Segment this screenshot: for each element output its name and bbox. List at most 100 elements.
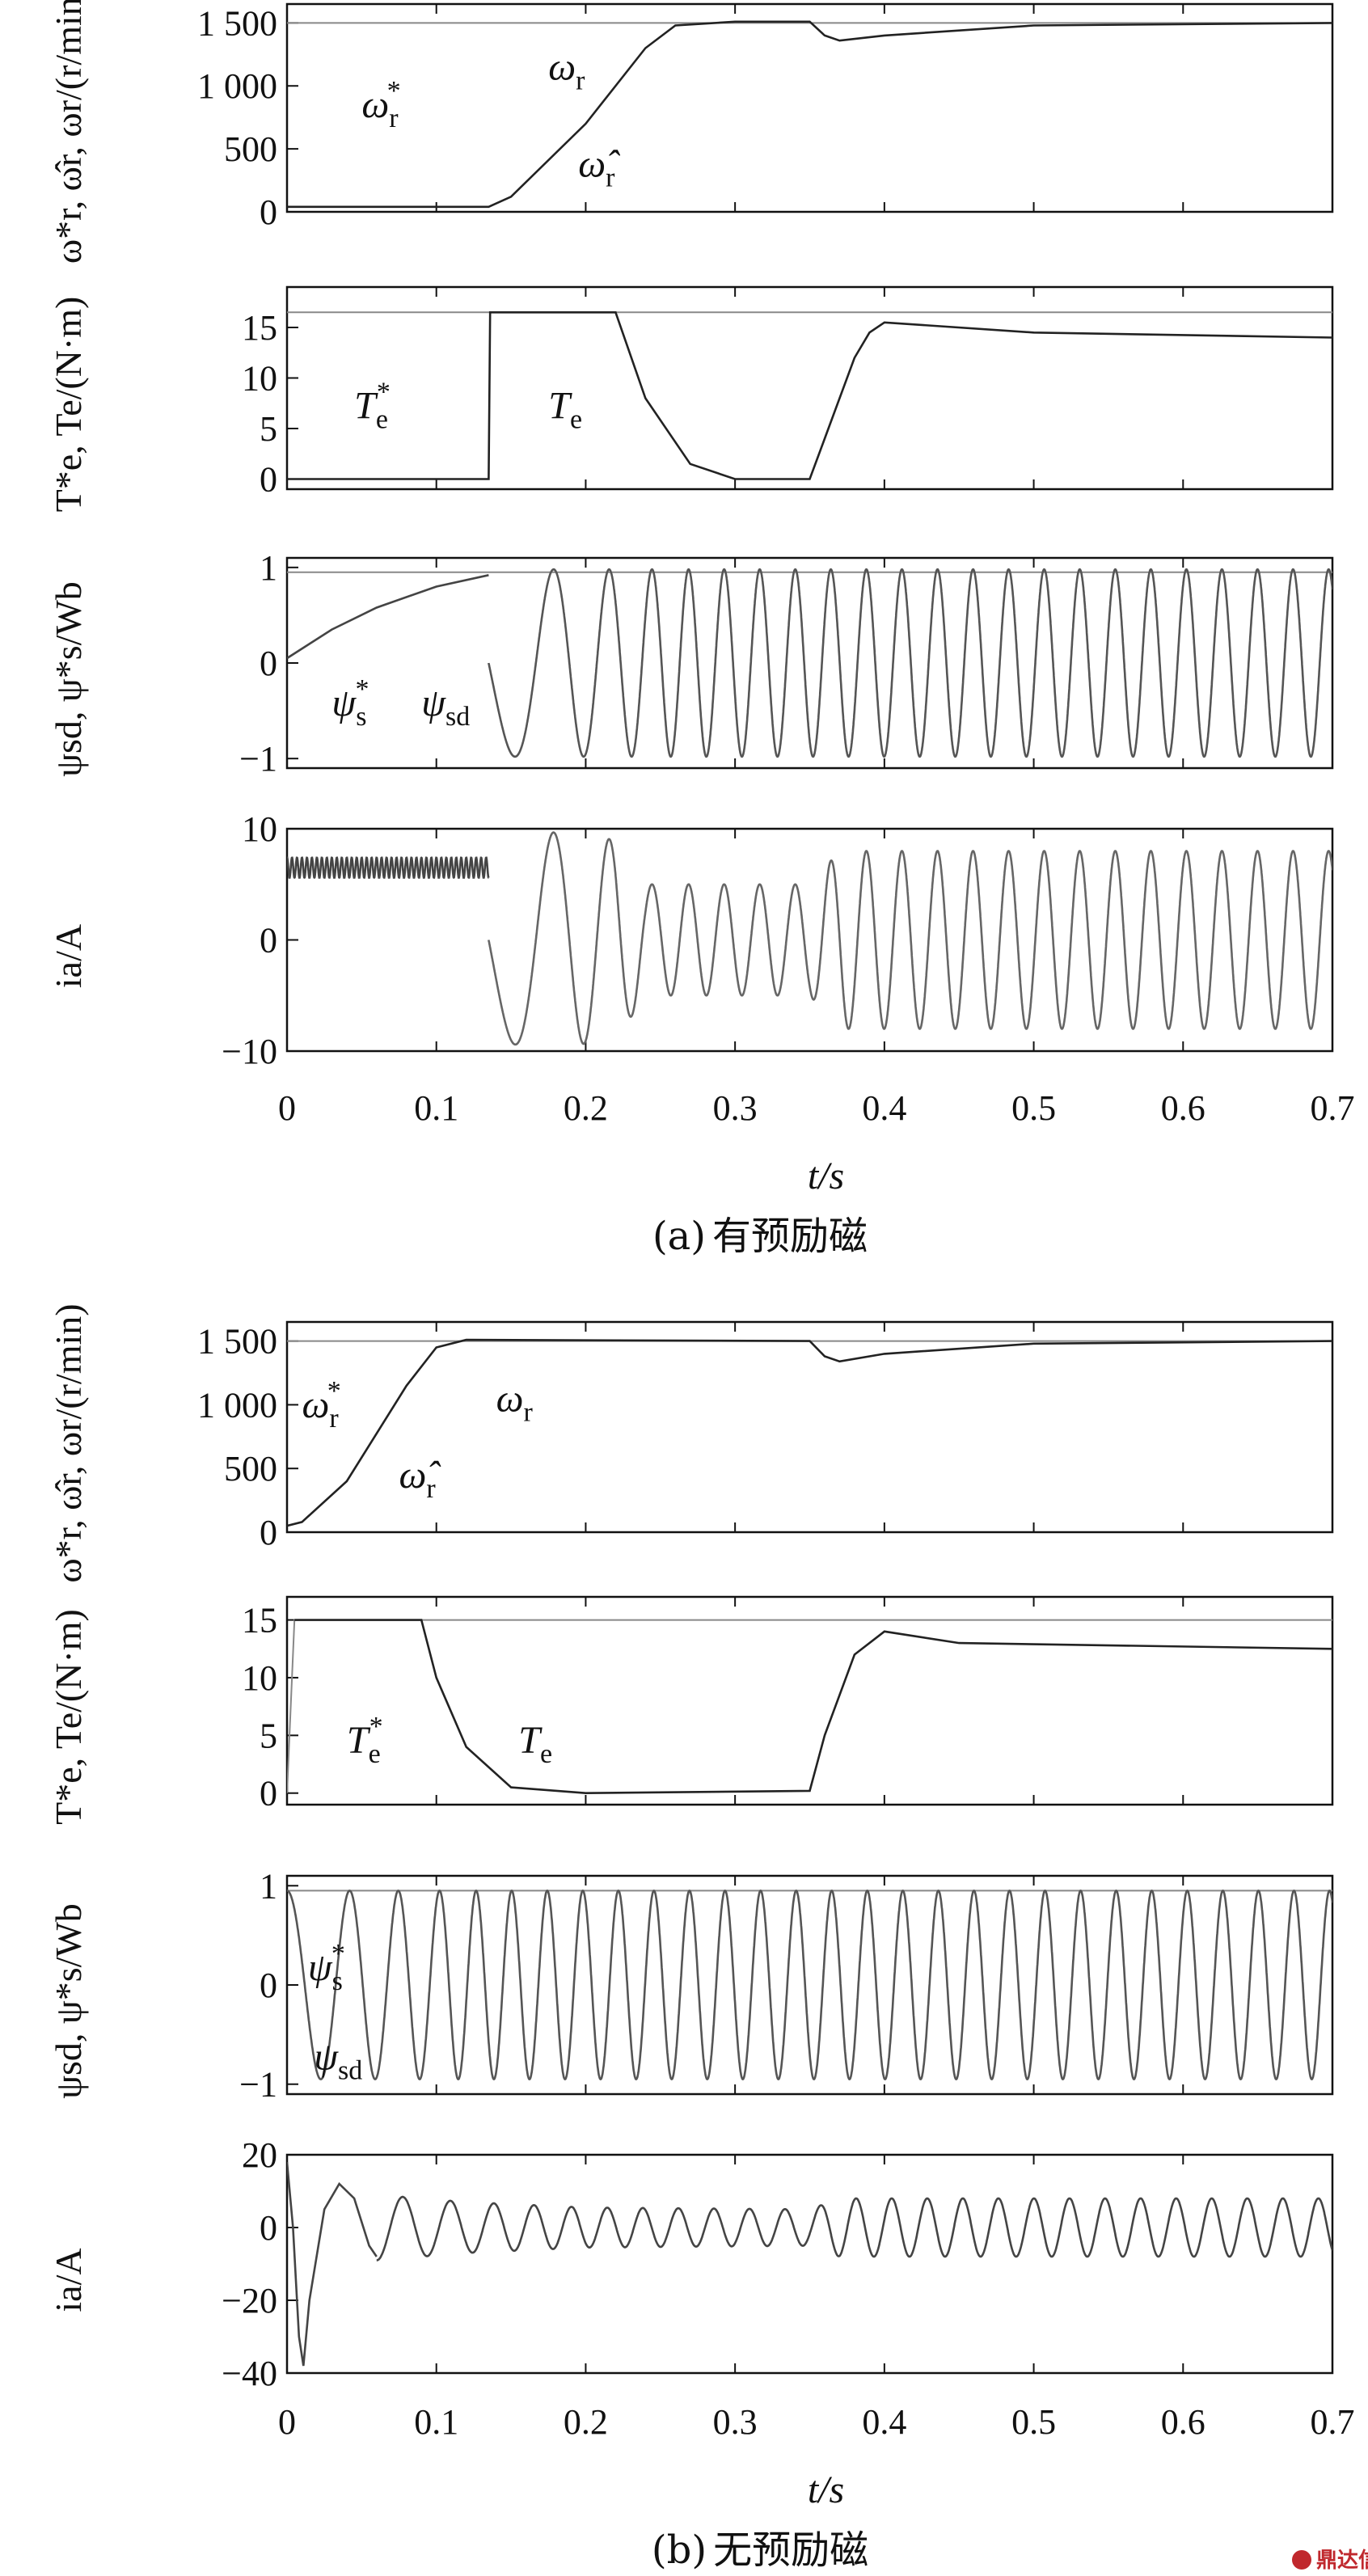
y-tick-label: 1 <box>260 548 277 588</box>
series-osc-line <box>488 831 1332 1046</box>
x-tick-label: 0.2 <box>564 1088 608 1128</box>
series-group <box>287 2161 1332 2367</box>
plot-frame <box>285 2 1334 213</box>
y-tick-label: 1 500 <box>197 3 277 43</box>
x-tick-label: 0 <box>278 1088 296 1128</box>
y-tick-label: 1 500 <box>197 1322 277 1362</box>
series-annotation: ψs* <box>308 1939 345 1996</box>
series-annotation: ψsd <box>314 2035 362 2085</box>
series-annotation: Te* <box>347 1712 383 1769</box>
plot-frame <box>285 1595 1334 1806</box>
y-axis-label: ψsd, ψ*s/Wb <box>48 581 89 777</box>
series-dc-line <box>287 856 490 879</box>
series-annotation: ψsd <box>421 682 470 732</box>
watermark: 鼎达信 <box>1292 2549 1368 2573</box>
panel-a-3: −1 0 1 ψsd, ψ*s/Wb ψs* ψsd <box>48 548 1334 779</box>
series-annotation: Te <box>548 385 582 435</box>
y-tick-label: 0 <box>260 1966 277 2005</box>
y-axis-label: ω*r, ω̂r, ωr/(r/min) <box>48 0 89 264</box>
y-tick-label: 1 <box>260 1866 277 1906</box>
series-annotation: ω̂r <box>578 142 620 192</box>
panel-b-1: 0 500 1 000 1 500 ω*r, ω̂r, ωr/(r/min) ωr* ωr ω… <box>48 1303 1334 1583</box>
y-tick-label: −20 <box>222 2281 277 2321</box>
caption-a: (a) 有预励磁 <box>652 1214 868 1259</box>
y-tick-label: −1 <box>239 2065 277 2105</box>
y-tick-label: 10 <box>242 809 277 849</box>
y-axis-label: ia/A <box>48 2248 89 2312</box>
x-tick-label: 0.7 <box>1311 2402 1355 2442</box>
watermark-text: 鼎达信 <box>1316 2549 1368 2573</box>
x-tick-label: 0.1 <box>414 2402 458 2442</box>
panel-a-2: 0 5 10 15 T*e, Te/(N·m) Te* Te <box>48 285 1334 513</box>
y-axis-label: T*e, Te/(N·m) <box>48 1609 89 1825</box>
y-tick-label: −1 <box>239 739 277 779</box>
panel-a-1: 0 500 1 000 1 500 ω*r, ω̂r, ωr/(r/min) ωr* ωr ω… <box>48 0 1334 264</box>
x-tick-label: 0.1 <box>414 1088 458 1128</box>
plot-frame <box>285 2153 1334 2375</box>
y-tick-label: 10 <box>242 359 277 399</box>
panel-b-2: 0 5 10 15 T*e, Te/(N·m) Te* Te <box>48 1595 1334 1825</box>
x-axis-label: t/s <box>808 2468 844 2511</box>
series-osc-line <box>376 2195 1332 2261</box>
plot-frame <box>285 827 1334 1053</box>
y-tick-label: 5 <box>260 409 277 449</box>
x-tick-label: 0.6 <box>1161 2402 1205 2442</box>
series-annotation: ωr <box>496 1377 534 1427</box>
caption-b: (b) 无预励磁 <box>652 2527 868 2573</box>
x-tick-label: 0.6 <box>1161 1088 1205 1128</box>
y-tick-label: 10 <box>242 1658 277 1698</box>
x-tick-label: 0 <box>278 2402 296 2442</box>
x-tick-label: 0.4 <box>862 2402 906 2442</box>
x-tick-label: 0.3 <box>713 2402 758 2442</box>
y-axis-label: ψsd, ψ*s/Wb <box>48 1903 89 2099</box>
panel-b-3: −1 0 1 ψsd, ψ*s/Wb ψs* ψsd <box>48 1866 1334 2105</box>
series-annotation: ωr <box>548 45 585 95</box>
y-tick-label: 15 <box>242 308 277 348</box>
y-tick-label: 500 <box>224 129 277 169</box>
series-te-line <box>294 1619 1332 1795</box>
y-axis-label: ia/A <box>48 924 89 988</box>
series-transient-line <box>287 2161 378 2367</box>
y-tick-label: 500 <box>224 1449 277 1489</box>
y-tick-label: −40 <box>222 2354 277 2393</box>
y-tick-label: 5 <box>260 1716 277 1755</box>
series-te-line <box>287 311 1332 480</box>
x-axis-label: t/s <box>808 1155 844 1197</box>
series-annotation: Te* <box>354 378 391 435</box>
y-tick-label: −10 <box>222 1032 277 1071</box>
y-axis-label: T*e, Te/(N·m) <box>48 297 89 513</box>
y-tick-label: 0 <box>260 1774 277 1814</box>
y-tick-label: 0 <box>260 1513 277 1552</box>
series-annotation: ωr* <box>302 1376 340 1434</box>
series-osc-line <box>287 1889 1332 2081</box>
series-group <box>287 1338 1332 1527</box>
x-tick-label: 0.7 <box>1311 1088 1355 1128</box>
plot-frame <box>285 1320 1334 1534</box>
x-tick-label: 0.5 <box>1011 1088 1056 1128</box>
x-tick-label: 0.5 <box>1011 2402 1056 2442</box>
series-annotation: Te <box>518 1719 552 1769</box>
x-tick-label: 0.3 <box>713 1088 758 1128</box>
series-group <box>287 20 1332 209</box>
y-tick-label: 0 <box>260 460 277 500</box>
series-est-line <box>287 20 1332 209</box>
series-ramp-line <box>287 574 489 660</box>
x-tick-label: 0.4 <box>862 1088 906 1128</box>
y-tick-label: 0 <box>260 644 277 683</box>
series-group <box>287 311 1332 480</box>
watermark-logo-icon <box>1292 2550 1311 2570</box>
y-tick-label: 20 <box>242 2135 277 2175</box>
y-tick-label: 0 <box>260 921 277 961</box>
y-tick-label: 0 <box>260 192 277 232</box>
series-group <box>287 1889 1332 2081</box>
panel-b-4: −40 −20 0 20 0 0.1 0.2 0.3 0.4 0.5 0.6 0.7 t/s ia/A <box>48 2135 1355 2511</box>
y-tick-label: 15 <box>242 1601 277 1641</box>
y-tick-label: 1 000 <box>197 66 277 106</box>
y-axis-label: ω*r, ω̂r, ωr/(r/min) <box>48 1303 89 1582</box>
plot-frame <box>285 285 1334 491</box>
series-group <box>287 831 1332 1046</box>
x-tick-label: 0.2 <box>564 2402 608 2442</box>
series-annotation: ω̂r <box>399 1454 441 1504</box>
